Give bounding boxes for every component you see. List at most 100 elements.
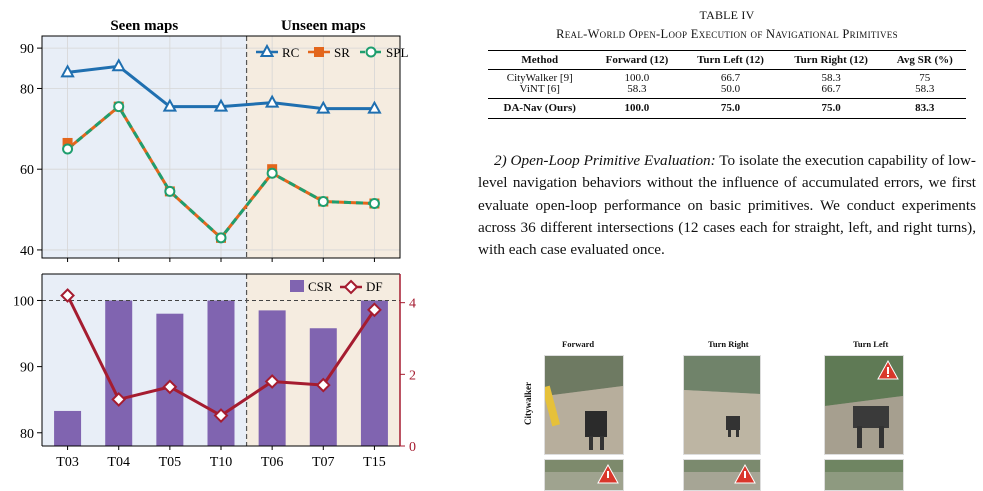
warning-triangle-icon [877,360,899,380]
legend-swatch-csr [290,280,304,292]
x-tick-label: T04 [107,455,130,470]
point-rc [264,94,280,108]
legend-label-sr: SR [334,45,350,60]
y-tick-label-right: 4 [409,297,416,312]
photo-turn-left [824,355,904,455]
legend-label-spl: SPL [386,45,408,60]
point-rc [60,64,75,78]
point-spl [317,195,329,207]
table-cell: 58.3 [821,72,841,84]
table-block: TABLE IV Real-World Open-Loop Execution … [478,0,976,119]
table-cell: 66.7 [720,72,741,84]
table-cell: ViNT [6] [519,83,560,95]
results-charts: 40 60 80 90 Seen maps Unseen maps RC SR SPL 80 90… [13,18,416,470]
point-spl [215,232,227,244]
y-tick-label-right: 2 [409,368,416,383]
y-tick-label-right: 0 [409,440,416,455]
body-paragraph: 2) Open-Loop Primitive Evaluation: To is… [478,150,976,261]
point-spl [368,198,380,210]
col-header: Turn Right (12) [778,50,884,70]
table-header-row: Method Forward (12) Turn Left (12) Turn … [488,50,966,70]
point-rc [367,100,382,114]
y-tick-label-left: 100 [13,294,34,309]
point-spl [113,101,125,113]
table-title: Real-World Open-Loop Execution of Naviga… [556,27,898,41]
paragraph-body: To isolate the execution capability of l… [478,152,976,259]
table-cell: 100.0 [624,72,650,84]
col-header: Turn Left (12) [682,50,779,70]
row-label-citywalker: Citywalker [523,382,533,425]
warning-triangle-icon [597,464,619,484]
table-cell: 100.0 [591,98,683,119]
table-cell: 66.7 [821,83,841,95]
table-cell: CityWalker [9] [506,72,573,84]
point-rc [111,58,126,72]
point-spl [266,167,278,179]
photo-turn-right [683,355,761,455]
photo-forward-row2 [544,459,624,491]
legend-marker-df [343,279,359,295]
legend-marker-spl [365,46,377,58]
plot-frame [41,35,401,259]
legend-marker-rc [259,43,275,57]
legend-label-rc: RC [282,45,299,60]
paragraph-heading: 2) Open-Loop Primitive Evaluation: [494,152,716,169]
legend-marker-sr [314,47,324,57]
col-header: Avg SR (%) [883,50,966,70]
point-df [315,377,331,393]
x-tick-label: T05 [159,455,182,470]
point-df [111,392,127,407]
table-row: ViNT [6] 58.3 50.0 66.7 58.3 [488,84,966,99]
bar-csr [105,300,133,446]
top-line-chart: 40 60 80 90 Seen maps Unseen maps RC SR SPL [20,18,408,262]
table-cell: 75.0 [778,98,884,119]
legend-label-csr: CSR [308,279,333,294]
point-spl [62,143,74,155]
point-df [213,408,229,423]
table-cell: 83.3 [883,98,966,119]
bar-csr [207,300,235,446]
point-rc [213,98,229,112]
table-row-ours: DA-Nav (Ours) 100.0 75.0 75.0 83.3 [488,98,966,119]
legend-label-df: DF [366,279,383,294]
region-title-unseen: Unseen maps [281,18,366,34]
photo-figure: Forward Turn Right Turn Left Citywalker [520,333,960,491]
point-df [60,288,75,303]
column-title-forward: Forward [562,339,595,349]
table-row: CityWalker [9] 100.0 66.7 58.3 75 [488,70,966,85]
column-title-turn-left: Turn Left [853,339,889,349]
table-cell: DA-Nav (Ours) [488,98,592,119]
y-tick-label: 80 [20,82,34,97]
point-spl [164,185,176,197]
table-cell: 50.0 [720,83,741,95]
table-cell: 75 [919,72,931,84]
point-df [162,379,178,395]
photo-turn-left-row2 [824,459,904,491]
bar-csr [54,410,82,446]
y-tick-label: 60 [20,163,34,178]
point-sr [62,137,73,148]
bottom-bar-chart: 80 90 100 0 2 4 T03 T04 T05 T10 T06 T07 T15 CSR DF [13,273,416,470]
point-rc [316,100,331,114]
x-tick-label: T15 [363,455,386,470]
table-cell: 58.3 [915,83,935,95]
photo-forward [544,355,624,455]
y-tick-label: 90 [20,42,34,57]
col-header: Forward (12) [591,50,683,70]
y-tick-label: 40 [20,244,34,259]
column-title-turn-right: Turn Right [708,339,749,349]
results-table: Method Forward (12) Turn Left (12) Turn … [488,50,966,119]
x-tick-label: T03 [56,455,79,470]
photo-turn-right-row2 [683,459,761,491]
table-cell: 58.3 [627,83,647,95]
warning-triangle-icon [734,464,756,484]
point-df [367,302,382,318]
x-tick-label: T10 [210,455,233,470]
table-caption: TABLE IV [699,8,755,22]
point-rc [162,98,178,112]
point-df [264,374,280,389]
y-tick-label-left: 90 [20,361,34,376]
col-header: Method [488,50,592,70]
table-cell: 75.0 [682,98,779,119]
region-title-seen: Seen maps [110,18,178,34]
